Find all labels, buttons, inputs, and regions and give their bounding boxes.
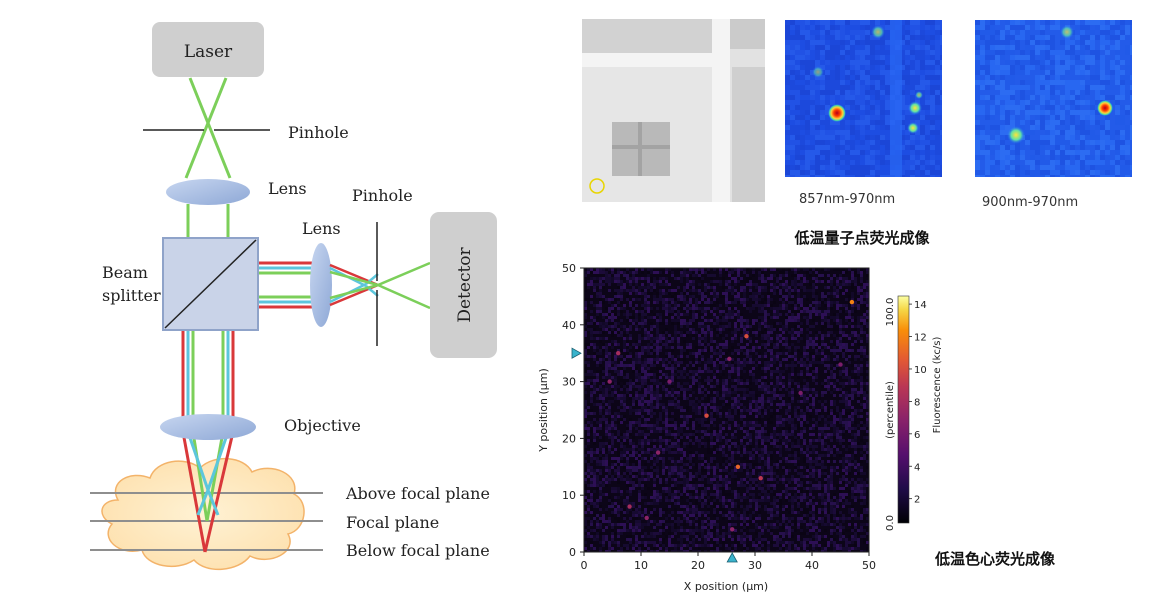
bright-spot: [849, 299, 855, 305]
y-axis-ticks: 0 10 20 30 40 50: [562, 262, 584, 559]
collimated-laser-beam: [186, 204, 230, 238]
bright-spot: [655, 450, 661, 455]
colorbar-top-label: 100.0: [885, 298, 896, 327]
bright-spot: [838, 362, 843, 367]
y-tick-label: 10: [562, 489, 576, 502]
bright-spot: [616, 351, 621, 356]
below-focal-plane-label: Below focal plane: [346, 541, 490, 560]
bright-spot: [607, 379, 612, 384]
bright-spot: [644, 515, 649, 521]
top-lens: [166, 179, 250, 205]
lens-right-label: Lens: [302, 219, 341, 238]
objective-lens: [160, 414, 256, 440]
pinhole-right-label: Pinhole: [352, 186, 413, 205]
bright-spot: [758, 475, 763, 481]
qd-image-857: [785, 20, 942, 177]
colorbar-tick-label: 8: [914, 397, 920, 408]
bright-spot: [667, 379, 672, 384]
colorbar-tick-label: 10: [914, 365, 927, 376]
y-axis-label: Y position (μm): [537, 368, 550, 453]
position-markers[interactable]: [571, 347, 738, 563]
qd-label-857: 857nm-970nm: [799, 192, 895, 207]
bright-spot: [627, 504, 632, 509]
y-tick-label: 0: [569, 546, 576, 559]
colorbar-bottom-label: 0.0: [885, 515, 896, 531]
qd-images: 857nm-970nm 900nm-970nm 低温量子点荧光成像: [582, 19, 1132, 247]
y-tick-label: 20: [562, 432, 576, 445]
above-focal-plane-label: Above focal plane: [345, 484, 490, 503]
y-tick-label: 40: [562, 319, 576, 332]
x-axis-label: X position (μm): [684, 580, 768, 593]
objective-label: Objective: [284, 416, 361, 435]
colorbar-axis-label: Fluorescence (kc/s): [932, 337, 943, 434]
bright-spot: [704, 413, 709, 418]
detection-beams-vertical: [181, 330, 235, 420]
bright-spot: [730, 527, 735, 532]
beam-splitter-label-2: splitter: [102, 286, 161, 305]
x-tick-label: 40: [805, 559, 819, 572]
x-tick-label: 50: [862, 559, 876, 572]
heatmap-spots: [607, 299, 855, 532]
y-tick-label: 50: [562, 262, 576, 275]
focus-cones: [181, 431, 235, 553]
colorbar-percentile-label: (percentile): [885, 381, 896, 439]
colorbar-tick-label: 12: [914, 333, 927, 344]
x-tick-label: 30: [748, 559, 762, 572]
beam-splitter-diagonal: [164, 239, 257, 329]
bright-spot: [727, 356, 732, 362]
detection-beams-converging: [329, 261, 431, 310]
laser-box: [152, 22, 264, 77]
nv-caption: 低温色心荧光成像: [934, 550, 1056, 568]
x-tick-label: 10: [634, 559, 648, 572]
y-tick-label: 30: [562, 376, 576, 389]
colorbar: [897, 295, 910, 524]
bright-spot: [744, 333, 749, 339]
detection-beams-horizontal: [258, 261, 318, 309]
detector-box: [430, 212, 497, 358]
focal-plane-label: Focal plane: [346, 513, 439, 532]
colorbar-tick-label: 4: [914, 462, 920, 473]
detector-label: Detector: [455, 246, 475, 322]
heatmap-noise: [584, 268, 869, 552]
marker-circle: [589, 178, 605, 194]
colorbar-tick-label: 6: [914, 430, 920, 441]
x-position-marker[interactable]: [726, 552, 738, 563]
confocal-diagram: Laser Pinhole Lens: [90, 22, 497, 571]
y-position-marker[interactable]: [571, 347, 582, 359]
colorbar-tick-label: 14: [914, 300, 927, 311]
heatmap-frame: [583, 267, 870, 553]
qd-caption: 低温量子点荧光成像: [793, 229, 930, 247]
colorbar-tick-label: 2: [914, 495, 920, 506]
qd-gray-image: [582, 19, 765, 202]
laser-label: Laser: [184, 42, 233, 62]
right-lens: [310, 243, 332, 327]
beam-splitter-label-1: Beam: [102, 263, 148, 282]
laser-beam: [184, 77, 232, 179]
bright-spot: [735, 464, 741, 469]
bright-spot: [798, 390, 803, 396]
pinhole-top-label: Pinhole: [288, 123, 349, 142]
x-tick-label: 0: [581, 559, 588, 572]
colorbar-ticks: 2 4 6 8 10 12 14: [909, 300, 927, 506]
x-axis-ticks: 0 10 20 30 40 50: [581, 552, 876, 572]
qd-label-900: 900nm-970nm: [982, 195, 1078, 210]
x-tick-label: 20: [691, 559, 705, 572]
lens-top-label: Lens: [268, 179, 307, 198]
qd-image-900: [975, 20, 1132, 177]
